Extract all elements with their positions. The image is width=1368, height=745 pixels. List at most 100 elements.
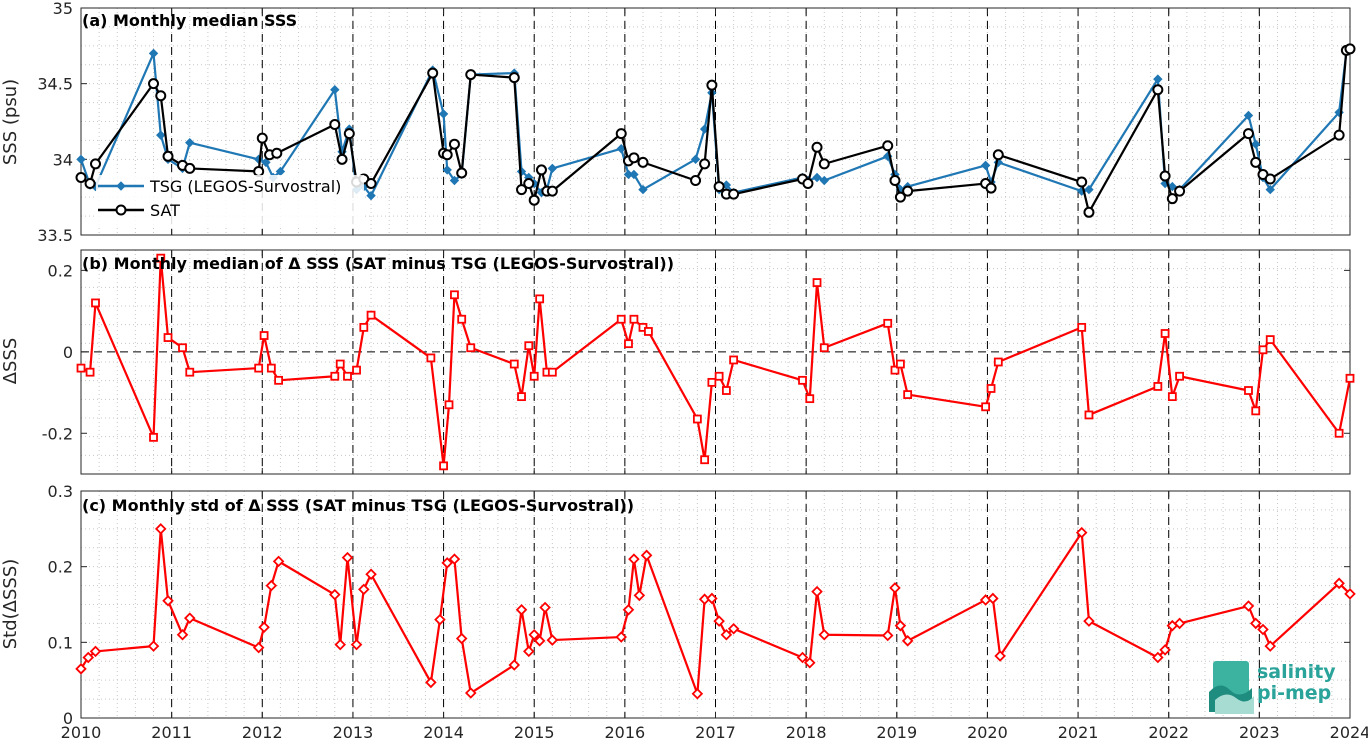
data-point	[438, 109, 449, 119]
data-point	[365, 568, 377, 581]
data-point	[439, 461, 448, 471]
data-point	[176, 628, 189, 641]
data-point	[699, 158, 711, 170]
data-point	[796, 651, 809, 664]
data-point	[336, 153, 348, 165]
data-point	[1083, 615, 1095, 627]
data-point	[149, 432, 158, 442]
data-point	[1243, 110, 1254, 121]
data-point	[881, 629, 894, 642]
data-point	[1083, 206, 1095, 218]
data-point	[450, 290, 459, 300]
data-point	[818, 158, 830, 170]
data-point	[628, 553, 640, 565]
x-tick-label: 2019	[876, 723, 917, 742]
data-point	[1249, 617, 1262, 630]
data-point	[334, 638, 347, 651]
data-point	[1257, 623, 1269, 636]
data-point	[903, 390, 913, 399]
data-point	[329, 119, 341, 131]
data-point	[523, 645, 535, 658]
y-tick-label: 0.2	[48, 558, 73, 577]
data-point	[700, 455, 710, 465]
data-point	[271, 147, 283, 159]
data-point	[986, 384, 996, 393]
data-point	[178, 343, 187, 353]
x-tick-label: 2015	[514, 723, 555, 742]
data-point	[1175, 371, 1184, 381]
data-point	[638, 184, 648, 195]
data-point	[1265, 184, 1275, 195]
data-point	[1333, 129, 1345, 141]
data-point	[448, 138, 460, 150]
data-point	[365, 178, 377, 190]
data-point	[1167, 392, 1177, 402]
y-tick-label: -0.2	[42, 424, 73, 443]
data-point	[456, 167, 468, 179]
data-point	[691, 688, 704, 700]
data-point	[335, 359, 345, 369]
data-point	[261, 157, 271, 168]
data-point	[343, 371, 352, 381]
y-tick-label: 0.1	[48, 633, 73, 652]
data-point	[256, 132, 268, 144]
data-point	[528, 194, 540, 206]
data-point	[1166, 193, 1178, 205]
data-point	[894, 619, 907, 632]
data-point	[341, 551, 354, 564]
data-point	[185, 367, 195, 377]
x-tick-label: 2010	[61, 723, 102, 742]
data-point	[253, 165, 265, 177]
data-point	[1258, 345, 1268, 355]
data-point	[1265, 335, 1275, 345]
data-point	[427, 67, 439, 79]
data-point	[901, 635, 914, 647]
data-point	[890, 365, 900, 375]
data-point	[713, 181, 725, 193]
data-point	[539, 601, 551, 614]
data-point	[434, 613, 446, 626]
data-point	[640, 549, 653, 562]
data-point	[350, 638, 363, 651]
data-point	[352, 365, 361, 375]
data-point	[637, 156, 649, 168]
data-point	[993, 357, 1003, 367]
data-point	[692, 414, 702, 424]
data-point	[515, 604, 528, 616]
data-point	[1333, 577, 1345, 590]
data-point	[798, 375, 807, 385]
data-point	[162, 150, 174, 162]
data-point	[524, 341, 534, 351]
x-tick-label: 2018	[786, 723, 827, 742]
data-point	[1344, 588, 1356, 600]
x-tick-label: 2012	[242, 723, 283, 742]
data-point	[508, 659, 521, 671]
data-point	[76, 154, 86, 165]
data-point	[343, 128, 355, 140]
legend-tsg-marker	[116, 181, 126, 191]
data-point	[156, 130, 166, 140]
data-point	[1334, 428, 1344, 438]
data-point	[259, 331, 269, 340]
data-point	[508, 72, 520, 84]
data-point	[1250, 156, 1262, 168]
data-point	[1077, 322, 1087, 332]
data-point	[616, 314, 626, 324]
data-point	[889, 175, 901, 187]
data-point	[91, 298, 100, 308]
data-point	[265, 579, 278, 592]
data-point	[1160, 329, 1170, 338]
data-point	[330, 85, 340, 95]
data-point	[1264, 640, 1277, 652]
data-point	[148, 48, 159, 59]
data-point	[1345, 373, 1355, 383]
data-point	[624, 339, 633, 349]
data-point	[258, 621, 270, 633]
series-line	[80, 527, 1351, 695]
data-point	[442, 165, 452, 175]
data-point	[728, 188, 740, 200]
data-point	[1174, 185, 1186, 197]
data-point	[706, 592, 718, 605]
data-point	[819, 175, 829, 186]
data-point	[805, 394, 815, 404]
